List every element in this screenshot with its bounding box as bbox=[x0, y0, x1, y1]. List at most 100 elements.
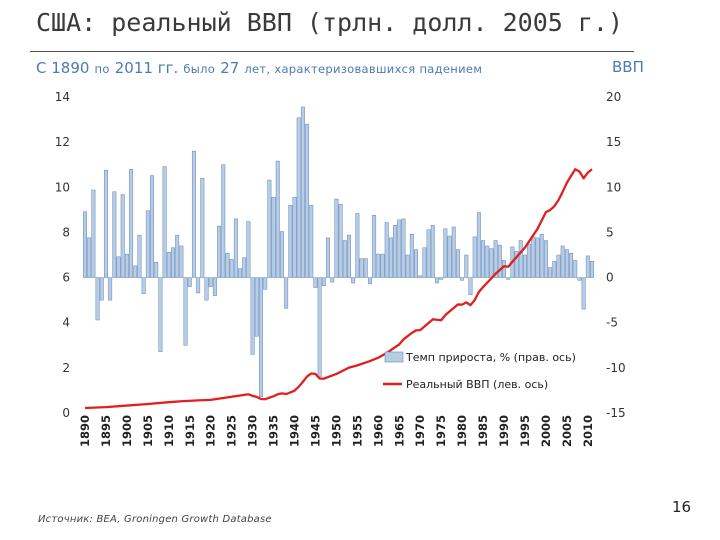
growth-bar bbox=[212, 277, 217, 296]
growth-bar bbox=[355, 213, 360, 278]
growth-bar bbox=[292, 196, 297, 278]
growth-bar bbox=[229, 259, 234, 278]
growth-bar bbox=[401, 218, 406, 278]
growth-bar bbox=[137, 234, 142, 278]
growth-bar bbox=[91, 189, 96, 278]
title-divider bbox=[30, 51, 634, 52]
growth-bar bbox=[577, 277, 582, 281]
x-tick-label: 1980 bbox=[455, 415, 469, 447]
growth-bar bbox=[238, 268, 243, 278]
growth-bar bbox=[141, 277, 146, 295]
growth-bar bbox=[393, 224, 398, 278]
source-note: Источник: BEA, Groningen Growth Database bbox=[38, 514, 272, 525]
growth-bar bbox=[443, 228, 448, 278]
growth-bar bbox=[447, 235, 452, 278]
growth-bar bbox=[372, 215, 377, 278]
growth-bar bbox=[217, 225, 222, 278]
growth-bar bbox=[472, 236, 477, 278]
growth-bar bbox=[422, 247, 427, 278]
growth-bar bbox=[242, 257, 247, 278]
growth-bar bbox=[250, 277, 255, 355]
growth-bar bbox=[313, 277, 318, 288]
growth-bar bbox=[380, 253, 385, 278]
growth-bar bbox=[485, 245, 490, 278]
growth-bar bbox=[120, 194, 125, 278]
growth-bar bbox=[388, 237, 393, 278]
gdp-chart: 0 2 4 6 8 10 12 14 -15 -10 -5 0 5 10 15 20 1890 1895 190… bbox=[55, 90, 626, 447]
right-tick-label: 20 bbox=[606, 90, 621, 104]
growth-bar bbox=[439, 277, 444, 280]
growth-bar bbox=[409, 233, 414, 278]
growth-bar bbox=[305, 123, 310, 278]
x-tick-label: 1900 bbox=[120, 415, 134, 447]
growth-bar bbox=[430, 224, 435, 278]
x-tick-label: 1925 bbox=[225, 415, 239, 447]
growth-bar bbox=[347, 234, 351, 278]
growth-bar bbox=[497, 244, 502, 278]
growth-bar bbox=[435, 277, 439, 284]
right-tick-label: -10 bbox=[606, 361, 626, 375]
growth-bar bbox=[590, 261, 594, 278]
growth-bar bbox=[522, 254, 527, 278]
growth-bar bbox=[112, 191, 117, 278]
x-tick-label: 1905 bbox=[141, 415, 155, 447]
growth-bar bbox=[225, 252, 230, 278]
x-tick-label: 1985 bbox=[476, 415, 490, 447]
x-tick-label: 1960 bbox=[371, 415, 385, 447]
x-tick-label: 1930 bbox=[246, 415, 260, 447]
growth-bar bbox=[133, 265, 138, 278]
growth-bar bbox=[183, 277, 188, 346]
x-tick-label: 1950 bbox=[329, 415, 343, 447]
growth-bar bbox=[363, 258, 368, 278]
x-tick-label: 1965 bbox=[392, 415, 406, 447]
growth-bar bbox=[271, 196, 276, 278]
subtitle-part7: , характеризовавшихся падением bbox=[266, 62, 483, 76]
growth-bar bbox=[279, 231, 284, 278]
subtitle-part2: по bbox=[94, 62, 110, 76]
growth-bar bbox=[451, 226, 456, 278]
legend-line-label: Реальный ВВП (лев. ось) bbox=[406, 378, 548, 391]
growth-bar bbox=[284, 277, 289, 309]
subtitle-part6: лет bbox=[244, 62, 267, 76]
growth-bar bbox=[99, 277, 104, 301]
left-tick-label: 14 bbox=[55, 90, 70, 104]
growth-bar bbox=[204, 277, 209, 301]
x-tick-label: 2010 bbox=[581, 415, 595, 447]
x-tick-label: 1945 bbox=[309, 415, 323, 447]
growth-bar bbox=[321, 277, 326, 286]
page-number: 16 bbox=[672, 498, 692, 516]
growth-bar bbox=[103, 169, 108, 278]
growth-bar bbox=[543, 240, 548, 278]
growth-bar bbox=[330, 277, 335, 283]
growth-bar bbox=[263, 277, 268, 290]
x-tick-label: 1940 bbox=[288, 415, 302, 447]
subtitle-part5: 27 bbox=[220, 59, 240, 77]
growth-bar bbox=[150, 175, 155, 278]
growth-bar bbox=[552, 261, 557, 278]
growth-bar bbox=[518, 240, 523, 278]
subtitle-vvp: ВВП bbox=[612, 58, 644, 76]
growth-bar bbox=[300, 106, 305, 278]
growth-bar bbox=[481, 240, 486, 278]
subtitle-part1: С 1890 bbox=[36, 59, 90, 77]
x-tick-label: 1970 bbox=[413, 415, 427, 447]
growth-bar bbox=[376, 253, 381, 278]
growth-bar bbox=[124, 253, 129, 278]
x-tick-label: 1955 bbox=[350, 415, 364, 447]
growth-bar bbox=[418, 275, 423, 278]
growth-bar bbox=[187, 277, 192, 287]
left-tick-label: 6 bbox=[62, 271, 70, 285]
growth-bar bbox=[191, 150, 196, 278]
x-tick-label: 1895 bbox=[99, 415, 113, 447]
growth-bar bbox=[129, 168, 134, 278]
left-tick-label: 8 bbox=[62, 225, 70, 239]
x-tick-label: 1920 bbox=[204, 415, 218, 447]
left-tick-label: 4 bbox=[62, 316, 70, 330]
growth-bar bbox=[468, 277, 473, 295]
growth-bar bbox=[233, 218, 238, 278]
right-tick-label: -5 bbox=[606, 316, 618, 330]
subtitle-part3: 2011 гг. bbox=[114, 59, 179, 77]
growth-bar bbox=[338, 204, 343, 278]
growth-bar bbox=[535, 237, 540, 278]
growth-bar bbox=[514, 251, 519, 278]
